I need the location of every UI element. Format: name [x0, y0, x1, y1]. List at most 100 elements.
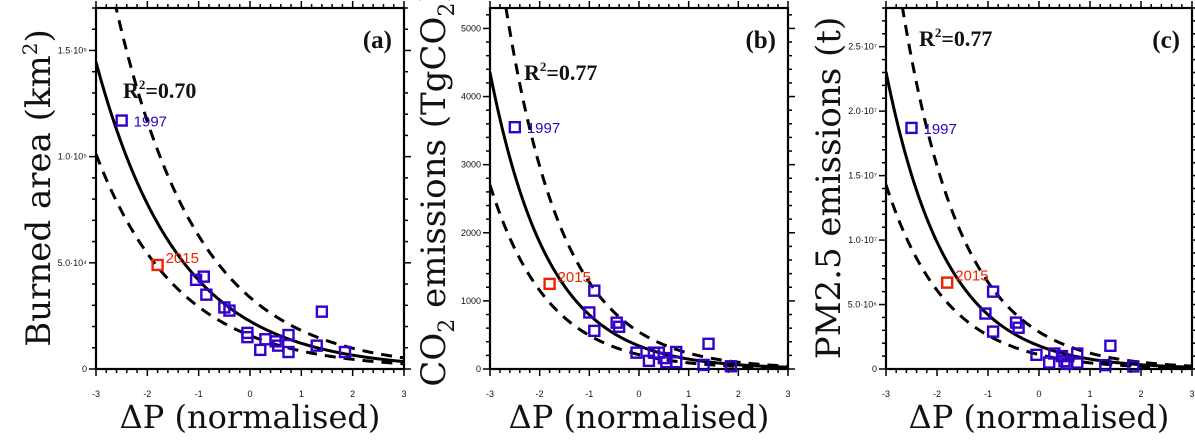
data-point: [1127, 360, 1140, 373]
point-2015: [151, 258, 164, 272]
annotation-1997: 1997: [527, 120, 560, 137]
data-point: [254, 343, 267, 357]
x-tick-label: 2: [1138, 389, 1143, 399]
x-tick-label: -3: [882, 389, 890, 399]
y-tick-label: 1.0·10⁷: [848, 235, 877, 245]
panel-label: (a): [363, 27, 392, 54]
data-point: [612, 320, 626, 333]
data-point: [338, 345, 352, 359]
data-point: [315, 305, 329, 318]
data-point: [272, 339, 285, 352]
data-point: [1058, 355, 1071, 368]
data-point: [1071, 356, 1084, 369]
point-2015: [941, 276, 954, 289]
x-tick-label: 2: [350, 389, 355, 399]
y-tick-label: 0: [872, 364, 877, 374]
annotation-1997: 1997: [134, 114, 167, 131]
x-tick-label: -1: [585, 389, 593, 399]
y-tick-label: 3000: [461, 160, 481, 170]
y-tick-label: 5000: [461, 23, 481, 33]
r2-annotation: R2=0.77: [524, 59, 597, 85]
y-tick-label: 1.0·10⁵: [58, 152, 88, 162]
data-point: [588, 324, 601, 338]
plot-frame: [884, 6, 1194, 371]
point-2015: [543, 277, 556, 291]
point-1997: [905, 121, 918, 135]
x-tick-label: 2: [736, 389, 741, 399]
y-tick-label: 1000: [461, 296, 481, 306]
x-tick-label: -2: [933, 389, 941, 399]
data-point: [583, 306, 596, 319]
y-tick-label: 2.0·10⁷: [848, 106, 877, 116]
data-point: [1048, 347, 1061, 360]
x-tick-label: 1: [299, 389, 304, 399]
r2-annotation: R2=0.77: [919, 25, 992, 51]
y-tick-label: 2000: [461, 228, 481, 238]
x-axis-label: ΔP (normalised): [909, 398, 1170, 436]
data-point: [979, 307, 992, 320]
data-point: [241, 326, 254, 340]
fit-lower-bound: [96, 153, 404, 366]
y-tick-label: 1.5·10⁷: [848, 171, 877, 181]
x-tick-label: -2: [143, 389, 151, 399]
data-point: [724, 360, 738, 373]
panel-b: -3 -2 -1 0 1 2 3 0 1000 2000 3000 4000 5000 1997 2015 (…: [414, 0, 795, 436]
data-point: [1012, 321, 1025, 334]
data-point: [223, 304, 236, 317]
y-tick-label: 2.5·10⁷: [848, 42, 877, 52]
annotation-2015: 2015: [558, 269, 591, 286]
x-axis-label: ΔP (normalised): [120, 398, 381, 436]
data-point: [310, 339, 323, 352]
data-point: [1030, 348, 1043, 362]
fit-line: [96, 61, 404, 364]
x-tick-label: 1: [686, 389, 691, 399]
fit-upper-bound: [504, 8, 788, 368]
y-tick-label: 4000: [461, 92, 481, 102]
fit-lower-bound: [490, 184, 788, 369]
x-tick-label: 1: [1087, 389, 1092, 399]
x-tick-label: -1: [984, 389, 992, 399]
panel-a: -3 -2 -1 0 1 2 3 0 5.0·10⁴ 1.0·10⁵ 1.5·10⁵ 1997 2015…: [18, 1, 411, 436]
x-tick-label: -3: [92, 389, 100, 399]
x-tick-label: 0: [247, 389, 252, 399]
fit-upper-bound: [114, 8, 404, 360]
r2-annotation: R2=0.70: [123, 77, 196, 103]
annotation-2015: 2015: [955, 268, 988, 285]
data-point: [189, 273, 203, 287]
y-axis-label: Burned area (km2): [18, 29, 59, 347]
fit-line: [886, 71, 1192, 369]
data-point: [282, 345, 295, 359]
data-point: [282, 328, 295, 342]
data-point: [986, 285, 1000, 298]
x-tick-label: 3: [1189, 389, 1194, 399]
fit-lower-bound: [886, 184, 1192, 369]
x-tick-label: -1: [195, 389, 203, 399]
data-point: [588, 284, 601, 297]
fit-line: [490, 72, 788, 369]
y-tick-label: 1.5·10⁵: [58, 45, 88, 55]
data-point: [702, 337, 715, 350]
panel-label: (c): [1152, 27, 1180, 54]
point-1997: [115, 114, 128, 127]
data-point: [1099, 358, 1112, 372]
data-point: [197, 270, 211, 283]
panel-label: (b): [745, 27, 776, 54]
x-tick-label: 0: [636, 389, 641, 399]
data-point: [630, 346, 643, 359]
data-point: [1104, 339, 1117, 352]
y-tick-label: 0: [82, 364, 87, 374]
x-tick-label: 3: [785, 389, 790, 399]
annotation-2015: 2015: [166, 250, 199, 267]
y-tick-label: 0: [476, 364, 481, 374]
data-point: [986, 325, 1000, 338]
y-tick-label: 5.0·10⁴: [58, 258, 88, 268]
data-point: [697, 358, 710, 372]
annotation-1997: 1997: [924, 121, 957, 138]
y-tick-label: 5.0·10⁶: [848, 300, 878, 310]
x-axis-label: ΔP (normalised): [509, 398, 770, 436]
y-axis-label: PM2.5 emissions (t): [809, 17, 849, 359]
point-1997: [508, 120, 522, 134]
panel-c: -3 -2 -1 0 1 2 3 0 5.0·10⁶ 1.0·10⁷ 1.5·10⁷ 2.0·10⁷ 2…: [809, 1, 1195, 436]
x-tick-label: 0: [1036, 389, 1041, 399]
